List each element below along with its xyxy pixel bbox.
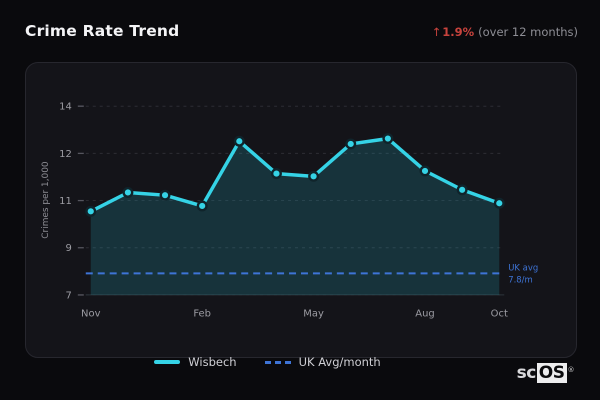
svg-text:May: May [303,308,324,319]
legend-label-wisbech: Wisbech [188,355,237,369]
trend-caption: (over 12 months) [478,25,578,39]
uk-avg-dash-swatch [264,360,291,364]
svg-text:7.8/m: 7.8/m [508,274,533,284]
legend-item-wisbech[interactable]: Wisbech [154,355,237,369]
chart-legend: Wisbech UK Avg/month [25,353,510,371]
svg-text:14: 14 [59,102,72,113]
svg-text:12: 12 [59,149,72,160]
registered-trademark-icon: ® [567,366,575,374]
svg-text:7: 7 [65,290,71,301]
page-title: Crime Rate Trend [25,22,180,40]
trend-percentage: 1.9% [442,25,475,39]
svg-text:11: 11 [59,196,72,207]
chart-card: 7 9 11 12 14 Crimes per 1,000 UK avg 7.8/m Nov Fe… [25,62,577,358]
svg-text:Nov: Nov [81,308,101,319]
logo-prefix: sc [516,363,537,383]
logo-suffix: OS [536,363,567,383]
svg-text:Crimes per 1,000: Crimes per 1,000 [41,161,51,239]
legend-item-uk-avg[interactable]: UK Avg/month [264,355,381,369]
wisbech-line-swatch [154,360,181,364]
scos-logo: sc OS ® [516,363,575,383]
widget-header: Crime Rate Trend ↑1.9% (over 12 months) [25,22,578,40]
legend-label-uk-avg: UK Avg/month [298,355,381,369]
svg-text:Aug: Aug [415,308,434,319]
svg-text:Feb: Feb [193,308,211,319]
svg-text:UK avg: UK avg [508,262,538,272]
svg-text:Oct: Oct [491,308,508,319]
crime-trend-line-chart[interactable]: 7 9 11 12 14 Crimes per 1,000 UK avg 7.8/m Nov Fe… [26,63,576,357]
trend-stat: ↑1.9% (over 12 months) [432,25,578,39]
trend-up-arrow-icon: ↑ [431,25,442,39]
svg-text:9: 9 [65,243,71,254]
